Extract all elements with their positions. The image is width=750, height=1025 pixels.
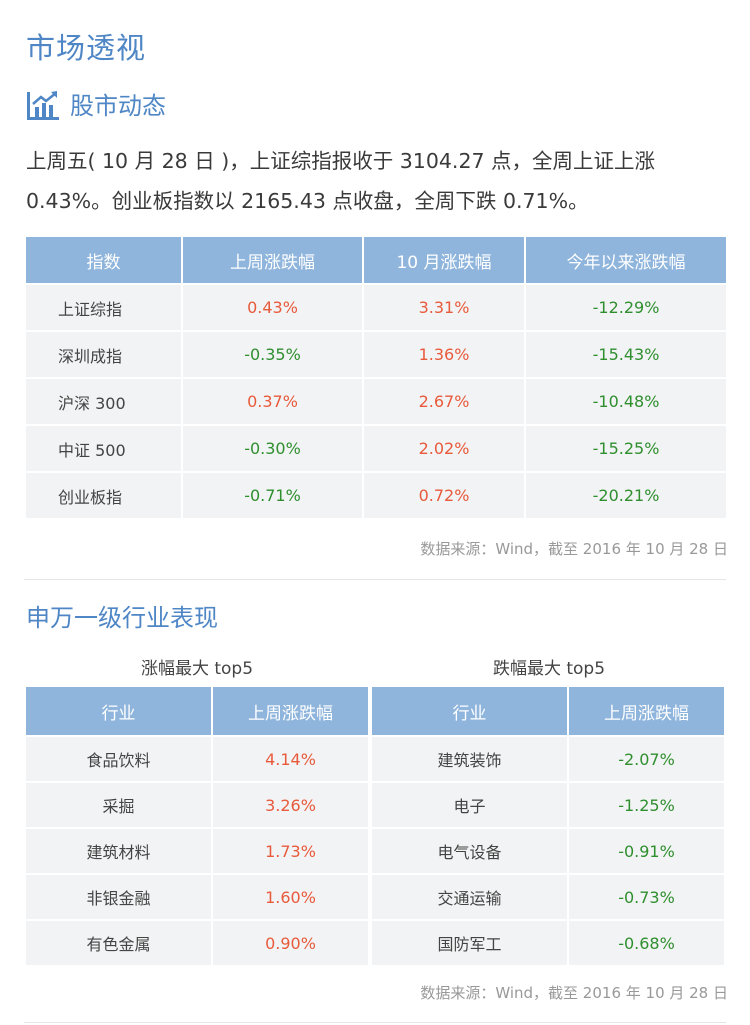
week-change: 0.37% bbox=[183, 379, 362, 424]
table-header-row: 行业 上周涨跌幅 bbox=[26, 687, 368, 735]
table-row: 建筑材料 1.73% bbox=[26, 829, 368, 873]
header-week-change: 上周涨跌幅 bbox=[183, 237, 362, 283]
section-divider bbox=[24, 579, 726, 580]
table-row: 上证综指 0.43% 3.31% -12.29% bbox=[26, 285, 726, 330]
section-divider bbox=[24, 1022, 726, 1023]
month-change: 3.31% bbox=[364, 285, 524, 330]
table-row: 建筑装饰 -2.07% bbox=[372, 737, 724, 781]
header-month-change: 10 月涨跌幅 bbox=[364, 237, 524, 283]
header-week-change: 上周涨跌幅 bbox=[213, 687, 368, 735]
industry-change: 4.14% bbox=[213, 737, 368, 781]
ytd-change: -10.48% bbox=[526, 379, 726, 424]
index-table: 指数 上周涨跌幅 10 月涨跌幅 今年以来涨跌幅 上证综指 0.43% 3.31… bbox=[24, 235, 728, 520]
week-change: -0.35% bbox=[183, 332, 362, 377]
month-change: 1.36% bbox=[364, 332, 524, 377]
ytd-change: -20.21% bbox=[526, 473, 726, 518]
industry-change: 0.90% bbox=[213, 921, 368, 965]
top-losers-table: 行业 上周涨跌幅 建筑装饰 -2.07% 电子 -1.25% 电气设备 -0.9… bbox=[370, 685, 726, 967]
industry-name: 食品饮料 bbox=[26, 737, 211, 781]
index-name: 沪深 300 bbox=[26, 379, 181, 424]
top-gainers-table: 行业 上周涨跌幅 食品饮料 4.14% 采掘 3.26% 建筑材料 1.73% … bbox=[24, 685, 370, 967]
data-source-note: 数据来源：Wind，截至 2016 年 10 月 28 日 bbox=[420, 540, 728, 558]
stock-section-title: 股市动态 bbox=[70, 92, 166, 120]
table-header-row: 指数 上周涨跌幅 10 月涨跌幅 今年以来涨跌幅 bbox=[26, 237, 726, 283]
header-industry: 行业 bbox=[372, 687, 567, 735]
header-week-change: 上周涨跌幅 bbox=[569, 687, 724, 735]
industry-change: -1.25% bbox=[569, 783, 724, 827]
industry-change: -0.73% bbox=[569, 875, 724, 919]
index-name: 中证 500 bbox=[26, 426, 181, 471]
data-source-note: 数据来源：Wind，截至 2016 年 10 月 28 日 bbox=[420, 984, 728, 1002]
industry-name: 采掘 bbox=[26, 783, 211, 827]
table-header-row: 行业 上周涨跌幅 bbox=[372, 687, 724, 735]
index-name: 创业板指 bbox=[26, 473, 181, 518]
table-row: 非银金融 1.60% bbox=[26, 875, 368, 919]
header-ytd-change: 今年以来涨跌幅 bbox=[526, 237, 726, 283]
industry-name: 建筑装饰 bbox=[372, 737, 567, 781]
table-row: 食品饮料 4.14% bbox=[26, 737, 368, 781]
ytd-change: -12.29% bbox=[526, 285, 726, 330]
ytd-change: -15.43% bbox=[526, 332, 726, 377]
industry-change: -0.68% bbox=[569, 921, 724, 965]
industry-name: 非银金融 bbox=[26, 875, 211, 919]
ytd-change: -15.25% bbox=[526, 426, 726, 471]
industry-name: 电气设备 bbox=[372, 829, 567, 873]
month-change: 2.02% bbox=[364, 426, 524, 471]
industry-change: -2.07% bbox=[569, 737, 724, 781]
industry-name: 建筑材料 bbox=[26, 829, 211, 873]
table-row: 电子 -1.25% bbox=[372, 783, 724, 827]
market-summary: 上周五( 10 月 28 日 )，上证综指报收于 3104.27 点，全周上证上… bbox=[26, 149, 656, 213]
top-gainers-title: 涨幅最大 top5 bbox=[140, 659, 254, 679]
industry-name: 交通运输 bbox=[372, 875, 567, 919]
top-losers-title: 跌幅最大 top5 bbox=[492, 659, 606, 679]
table-row: 采掘 3.26% bbox=[26, 783, 368, 827]
week-change: 0.43% bbox=[183, 285, 362, 330]
table-row: 中证 500 -0.30% 2.02% -15.25% bbox=[26, 426, 726, 471]
month-change: 0.72% bbox=[364, 473, 524, 518]
industry-name: 国防军工 bbox=[372, 921, 567, 965]
industry-name: 电子 bbox=[372, 783, 567, 827]
week-change: -0.71% bbox=[183, 473, 362, 518]
header-index: 指数 bbox=[26, 237, 181, 283]
table-row: 深圳成指 -0.35% 1.36% -15.43% bbox=[26, 332, 726, 377]
table-row: 电气设备 -0.91% bbox=[372, 829, 724, 873]
week-change: -0.30% bbox=[183, 426, 362, 471]
industry-change: 1.73% bbox=[213, 829, 368, 873]
industry-name: 有色金属 bbox=[26, 921, 211, 965]
industry-section-title: 申万一级行业表现 bbox=[26, 604, 218, 632]
table-row: 创业板指 -0.71% 0.72% -20.21% bbox=[26, 473, 726, 518]
bar-chart-trend-icon bbox=[26, 90, 60, 122]
table-row: 沪深 300 0.37% 2.67% -10.48% bbox=[26, 379, 726, 424]
header-industry: 行业 bbox=[26, 687, 211, 735]
page-title: 市场透视 bbox=[26, 31, 147, 65]
industry-change: 1.60% bbox=[213, 875, 368, 919]
table-row: 国防军工 -0.68% bbox=[372, 921, 724, 965]
industry-change: -0.91% bbox=[569, 829, 724, 873]
table-row: 交通运输 -0.73% bbox=[372, 875, 724, 919]
month-change: 2.67% bbox=[364, 379, 524, 424]
table-row: 有色金属 0.90% bbox=[26, 921, 368, 965]
index-name: 深圳成指 bbox=[26, 332, 181, 377]
industry-change: 3.26% bbox=[213, 783, 368, 827]
index-name: 上证综指 bbox=[26, 285, 181, 330]
stock-section-heading: 股市动态 bbox=[26, 88, 166, 124]
